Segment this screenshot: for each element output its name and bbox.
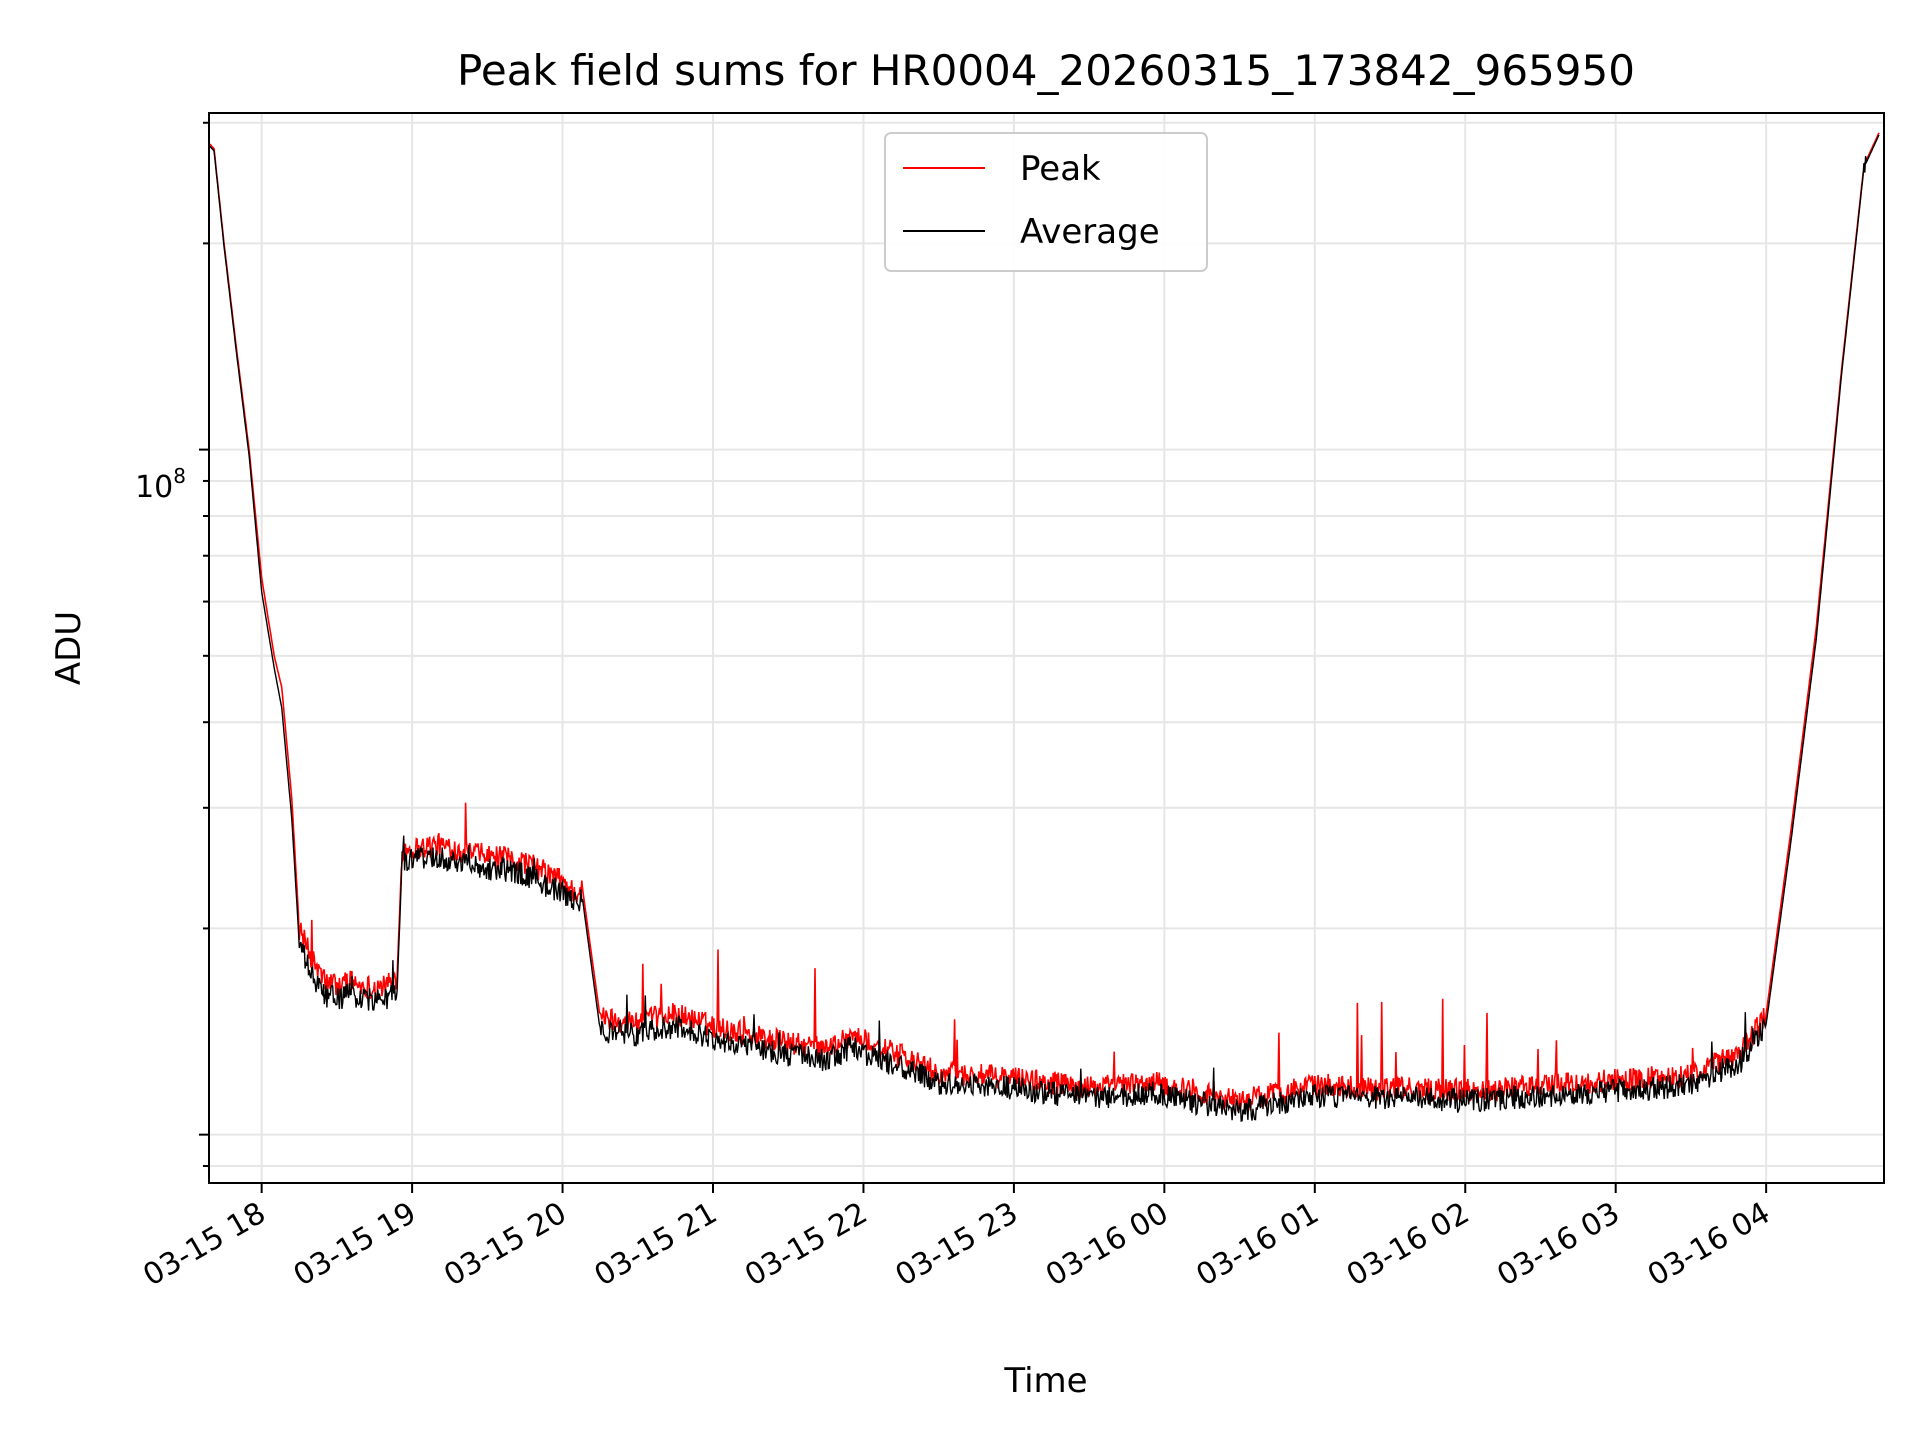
legend-label-peak: Peak (1020, 149, 1101, 189)
legend: Peak Average (884, 132, 1208, 272)
series-line-peak (209, 132, 1880, 1113)
y-axis: 108 (135, 121, 209, 1167)
legend-label-average: Average (1020, 212, 1160, 252)
x-axis-title: Time (1003, 1361, 1087, 1401)
chart-title: Peak field sums for HR0004_20260315_1738… (457, 46, 1635, 95)
y-major-tick-label: 108 (135, 464, 186, 505)
series-line-average (209, 134, 1880, 1123)
plot-frame (208, 112, 1885, 1184)
grid (209, 113, 1884, 1183)
y-axis-title: ADU (49, 611, 89, 685)
series-layer (209, 132, 1880, 1123)
